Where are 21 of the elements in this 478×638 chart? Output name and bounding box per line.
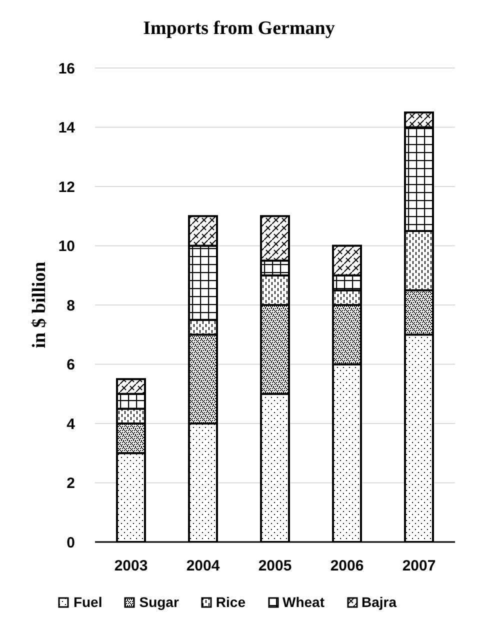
x-tick-label: 2004 <box>186 558 220 575</box>
y-tick-label: 0 <box>66 534 75 552</box>
legend-label: Fuel <box>73 594 102 610</box>
y-tick-label: 10 <box>58 238 75 256</box>
chart-title: Imports from Germany <box>143 18 335 39</box>
y-tick-label: 2 <box>66 475 75 492</box>
y-tick-label: 6 <box>66 356 75 374</box>
legend-label: Bajra <box>362 594 397 610</box>
y-axis-title: in $ billion <box>29 262 50 348</box>
legend-label: Sugar <box>139 594 179 610</box>
legend-label: Rice <box>216 594 246 610</box>
y-tick-label: 4 <box>66 416 76 433</box>
x-tick-label: 2005 <box>258 558 292 575</box>
y-tick-label: 16 <box>58 60 75 78</box>
x-tick-label: 2003 <box>114 558 148 575</box>
x-tick-label: 2006 <box>330 558 364 575</box>
y-tick-label: 12 <box>58 178 75 196</box>
legend-label: Wheat <box>282 594 324 610</box>
y-tick-label: 14 <box>58 120 76 137</box>
y-tick-label: 8 <box>66 297 75 314</box>
x-tick-label: 2007 <box>402 558 436 575</box>
